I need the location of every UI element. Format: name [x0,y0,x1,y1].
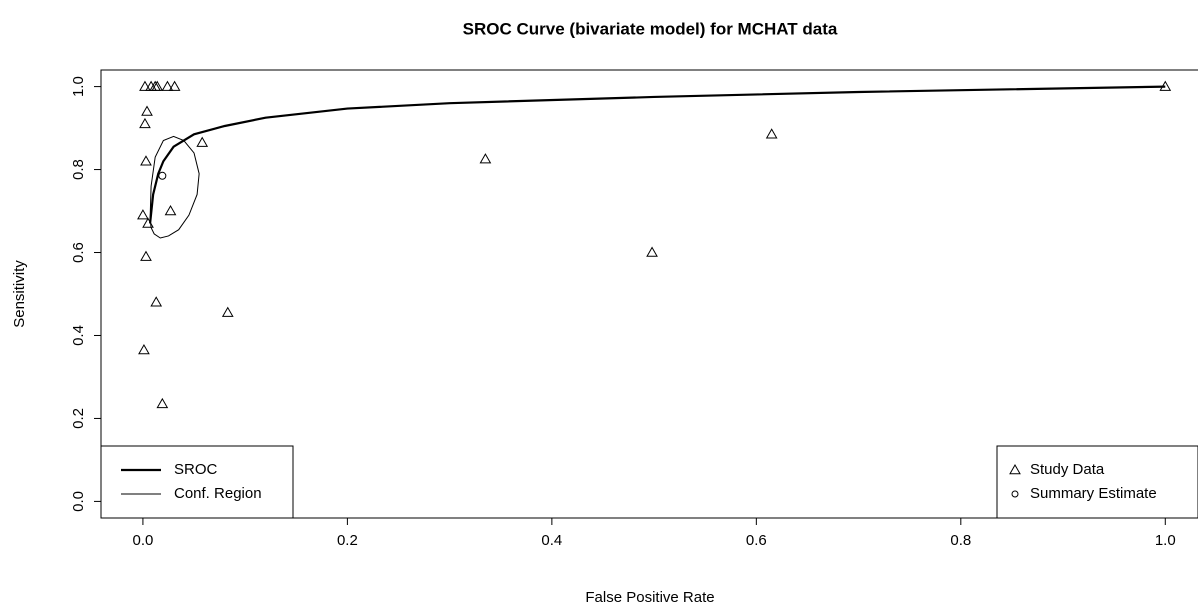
x-tick-label: 0.0 [132,532,153,549]
point [150,296,163,307]
point [479,153,492,164]
legend-symbol [1011,490,1019,498]
point [158,171,167,180]
legend-box [996,445,1198,519]
point [140,155,152,166]
x-tick-label: 0.6 [746,532,767,549]
y-tick-label: 0.2 [70,408,87,429]
point [138,343,150,355]
legend-label: Conf. Region [174,485,262,502]
point [221,306,234,317]
point [141,105,153,116]
point [151,80,164,91]
point [139,80,151,91]
legend-label: Summary Estimate [1030,485,1157,502]
point [140,250,152,261]
point [156,397,169,409]
y-tick-label: 0.6 [70,242,87,263]
point [1159,80,1172,91]
point [168,80,181,91]
y-tick-label: 1.0 [70,76,87,97]
point [196,136,209,147]
x-tick-label: 0.2 [337,532,358,549]
point [164,205,177,216]
line [149,135,200,239]
point [161,80,174,91]
chart-title: SROC Curve (bivariate model) for MCHAT d… [463,19,838,38]
x-tick-label: 0.8 [950,532,971,549]
legend-label: Study Data [1030,461,1105,478]
x-axis-label: False Positive Rate [585,589,714,606]
line [148,85,1166,224]
point [139,117,151,129]
x-tick-label: 1.0 [1155,532,1176,549]
x-tick-label: 0.4 [541,532,562,549]
y-tick-label: 0.0 [70,491,87,512]
y-axis-label: Sensitivity [11,260,28,328]
point [137,209,149,220]
legend-box [100,445,294,519]
y-tick-label: 0.8 [70,159,87,180]
point [765,128,778,139]
point [142,217,154,228]
point [646,246,658,257]
legend-symbol [1009,463,1021,475]
legend-label: SROC [174,461,218,478]
y-tick-label: 0.4 [70,325,87,346]
